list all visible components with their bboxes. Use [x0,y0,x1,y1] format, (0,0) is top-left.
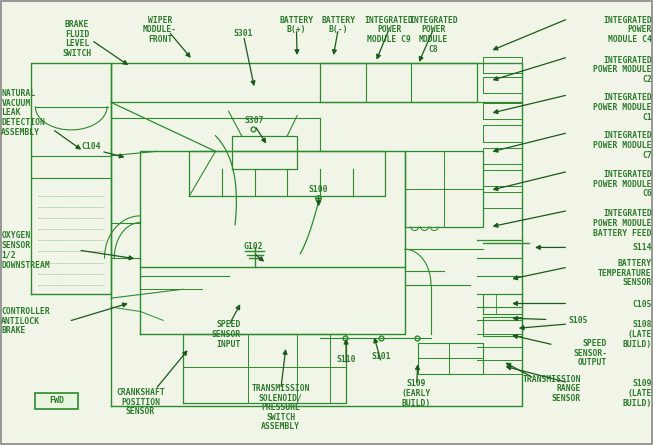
Text: OXYGEN
SENSOR
1/2
DOWNSTREAM: OXYGEN SENSOR 1/2 DOWNSTREAM [1,231,50,270]
Text: S114: S114 [632,243,652,251]
Text: SPEED
SENSOR-
OUTPUT: SPEED SENSOR- OUTPUT [573,339,607,368]
Text: SPEED
SENSOR-
INPUT: SPEED SENSOR- INPUT [212,320,246,349]
Text: INTEGRATED
POWER
MODULE C4: INTEGRATED POWER MODULE C4 [603,16,652,44]
Text: CRANKSHAFT
POSITION
SENSOR: CRANKSHAFT POSITION SENSOR [116,388,165,417]
Text: S110: S110 [336,355,356,364]
Text: S301: S301 [234,29,253,38]
Text: INTEGRATED
POWER MODULE
C1: INTEGRATED POWER MODULE C1 [593,93,652,122]
Text: S109
(LATE
BUILD): S109 (LATE BUILD) [622,379,652,408]
Text: S307: S307 [245,116,264,125]
Text: BATTERY
B(+): BATTERY B(+) [279,16,313,34]
Text: TRANSMISSION
RANGE
SENSOR: TRANSMISSION RANGE SENSOR [522,375,581,403]
Text: NATURAL
VACUUM
LEAK
DETECTION
ASSEMBLY: NATURAL VACUUM LEAK DETECTION ASSEMBLY [1,89,45,137]
Text: G102: G102 [244,243,263,251]
Text: C104: C104 [82,142,101,151]
Text: S100: S100 [309,185,328,194]
Text: FWD: FWD [50,396,64,405]
Bar [35,393,78,409]
Text: INTEGRATED
POWER MODULE
BATTERY FEED: INTEGRATED POWER MODULE BATTERY FEED [593,209,652,238]
Text: S109
(EARLY
BUILD): S109 (EARLY BUILD) [402,379,431,408]
Text: WIPER
MODULE-
FRONT: WIPER MODULE- FRONT [143,16,177,44]
Text: TRANSMISSION
SOLENOID/
PRESSURE
SWITCH
ASSEMBLY: TRANSMISSION SOLENOID/ PRESSURE SWITCH A… [251,384,310,431]
Text: BATTERY
B(-): BATTERY B(-) [321,16,355,34]
Text: INTEGRATED
POWER MODULE
C7: INTEGRATED POWER MODULE C7 [593,131,652,160]
Text: C105: C105 [632,300,652,309]
Text: INTEGRATED
POWER MODULE
C6: INTEGRATED POWER MODULE C6 [593,170,652,198]
Text: CONTROLLER
ANTILOCK
BRAKE: CONTROLLER ANTILOCK BRAKE [1,307,50,336]
Text: INTEGRATED
POWER MODULE
C2: INTEGRATED POWER MODULE C2 [593,56,652,84]
Text: S101: S101 [372,352,391,361]
Text: INTEGRATED
POWER
MODULE
C8: INTEGRATED POWER MODULE C8 [409,16,458,54]
Text: S108
(LATE
BUILD): S108 (LATE BUILD) [622,320,652,349]
Text: BRAKE
FLUID
LEVEL
SWITCH: BRAKE FLUID LEVEL SWITCH [63,20,91,58]
Text: INTEGRATED
POWER
MODULE C9: INTEGRATED POWER MODULE C9 [365,16,413,44]
Text: S105: S105 [568,316,588,325]
Text: BATTERY
TEMPERATURE
SENSOR: BATTERY TEMPERATURE SENSOR [598,259,652,287]
